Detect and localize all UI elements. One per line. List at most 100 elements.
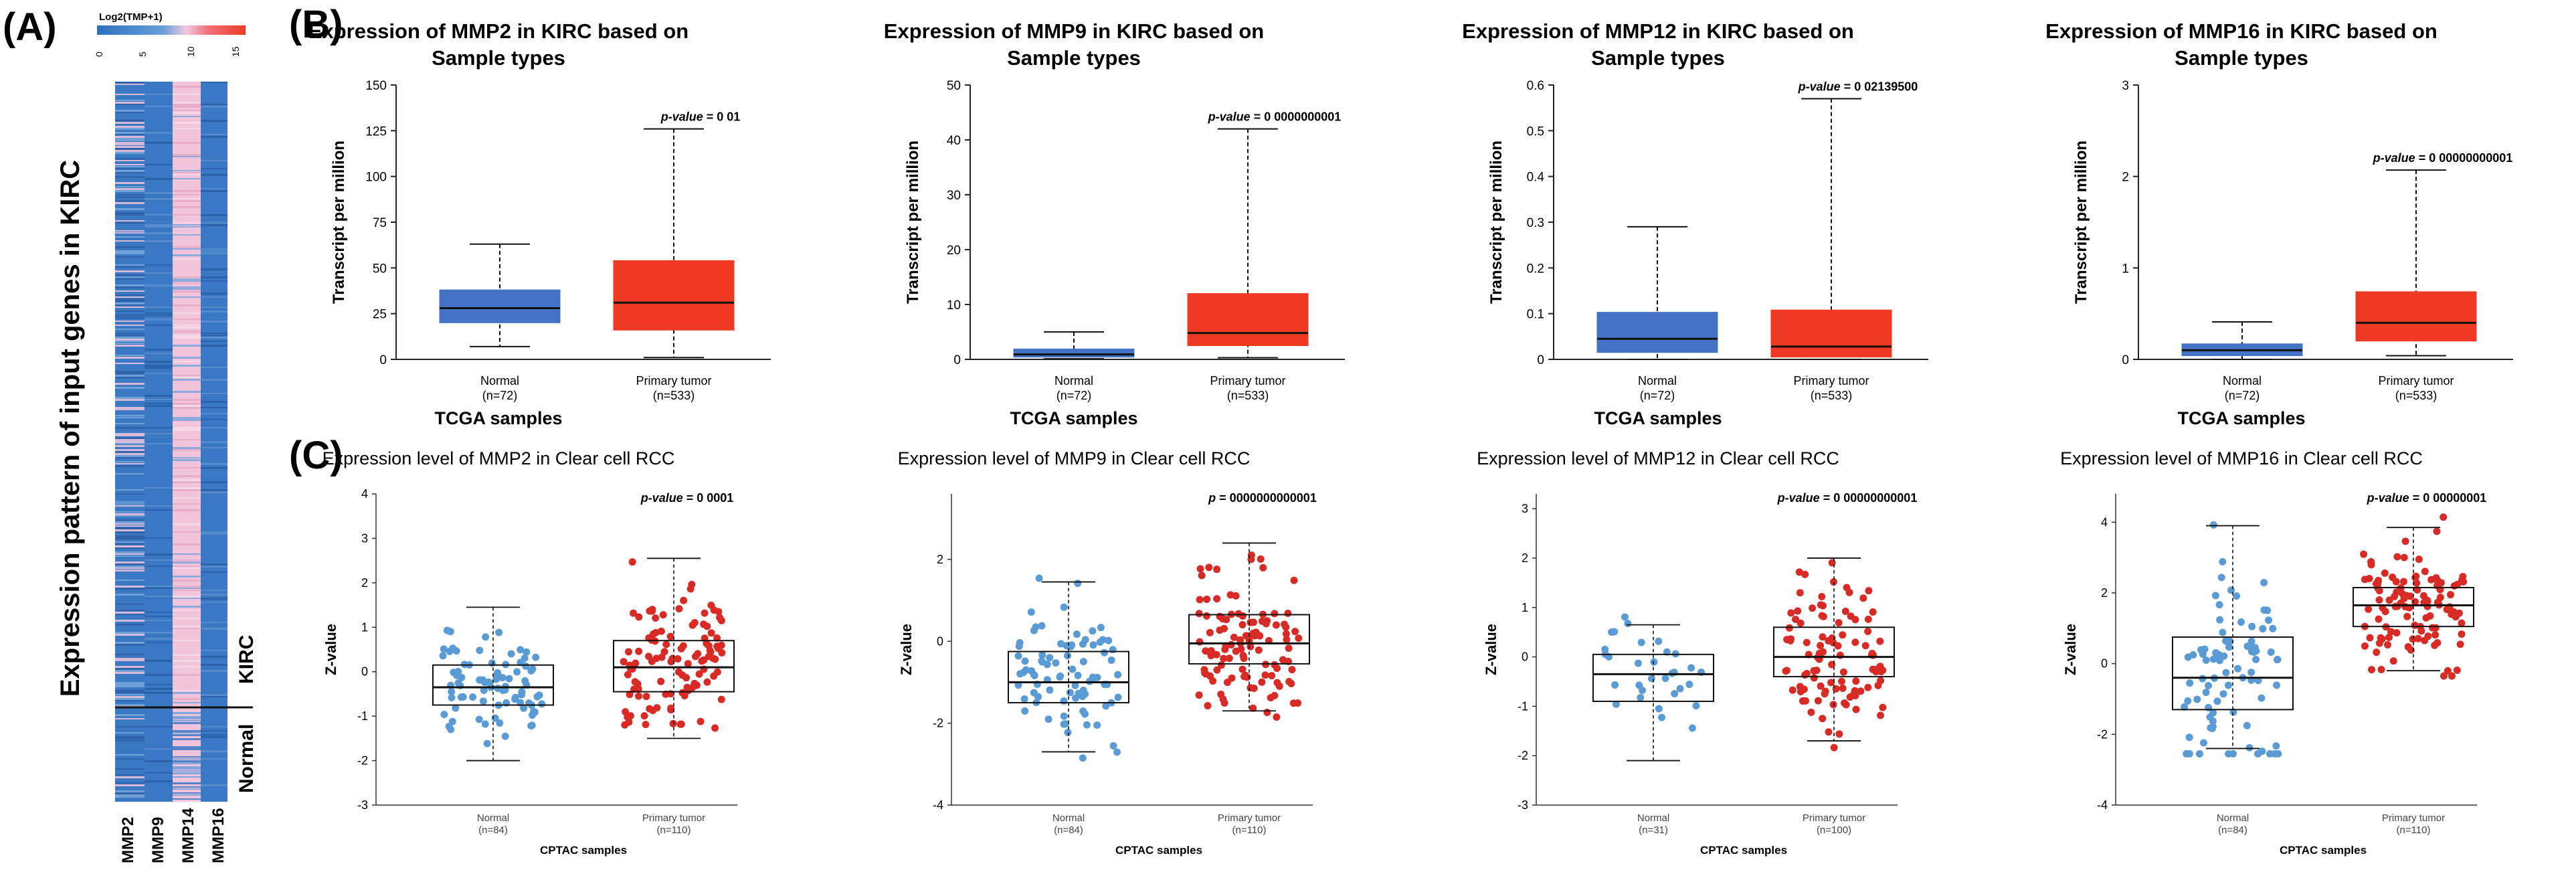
data-point-normal bbox=[531, 708, 539, 716]
data-point-normal bbox=[476, 646, 484, 655]
heatmap-stripe bbox=[115, 614, 145, 615]
heatmap-stripe bbox=[173, 760, 201, 762]
heatmap-stripe bbox=[201, 736, 227, 738]
heatmap-stripe bbox=[173, 102, 201, 104]
data-point-normal bbox=[2274, 656, 2282, 664]
data-point-normal bbox=[2224, 681, 2232, 689]
data-point-normal bbox=[1685, 681, 1693, 689]
data-point-tumor bbox=[705, 652, 713, 661]
data-point-tumor bbox=[1785, 624, 1793, 632]
heatmap-stripe bbox=[115, 236, 145, 238]
data-point-tumor bbox=[1205, 563, 1213, 572]
data-point-normal bbox=[1032, 623, 1040, 631]
heatmap-stripe bbox=[115, 335, 145, 336]
data-point-normal bbox=[1021, 707, 1029, 715]
heatmap-stripe bbox=[201, 168, 227, 169]
data-point-normal bbox=[2259, 625, 2267, 633]
data-point-tumor bbox=[634, 680, 642, 688]
heatmap-stripe bbox=[145, 509, 173, 511]
data-point-tumor bbox=[628, 558, 636, 566]
y-tick-label: 25 bbox=[373, 308, 387, 322]
data-point-normal bbox=[1020, 695, 1028, 703]
category-count: (n=72) bbox=[482, 389, 518, 402]
heatmap-stripe bbox=[173, 449, 201, 451]
category-count: (n=72) bbox=[1640, 389, 1675, 402]
heatmap-stripe bbox=[173, 248, 201, 250]
heatmap-stripe bbox=[173, 596, 201, 598]
heatmap-stripe bbox=[115, 493, 145, 495]
heatmap-stripe bbox=[115, 726, 145, 727]
box-outline bbox=[1592, 653, 1714, 703]
heatmap-stripe bbox=[115, 286, 145, 288]
panel-label-a: (A) bbox=[3, 5, 57, 49]
data-point-tumor bbox=[2389, 657, 2397, 665]
data-point-tumor bbox=[1268, 672, 1276, 680]
data-point-tumor bbox=[1250, 684, 1258, 692]
heatmap-stripe bbox=[201, 401, 227, 403]
heatmap-stripe bbox=[115, 128, 145, 130]
heatmap-legend-title: Log2(TMP+1) bbox=[99, 11, 163, 23]
data-point-normal bbox=[2267, 648, 2275, 656]
data-point-tumor bbox=[1225, 655, 1233, 663]
heatmap-stripe bbox=[201, 190, 227, 192]
box-chart-c-3: Expression level of MMP12 in Clear cell … bbox=[1477, 448, 1917, 857]
heatmap-stripe bbox=[145, 559, 173, 561]
heatmap-stripe bbox=[115, 188, 145, 190]
data-point-normal bbox=[2199, 739, 2207, 747]
data-point-tumor bbox=[1261, 671, 1269, 679]
data-point-normal bbox=[2184, 697, 2192, 705]
data-point-normal bbox=[2219, 690, 2227, 698]
data-point-tumor bbox=[648, 607, 656, 615]
data-point-normal bbox=[1105, 636, 1113, 644]
heatmap-stripe bbox=[173, 258, 201, 260]
y-axis-label: Transcript per million bbox=[330, 141, 348, 304]
heatmap-stripe bbox=[145, 240, 173, 242]
data-point-tumor bbox=[2393, 553, 2401, 561]
data-point-tumor bbox=[630, 609, 638, 617]
heatmap-stripe bbox=[173, 762, 201, 764]
heatmap-stripe bbox=[115, 341, 145, 342]
data-point-tumor bbox=[2450, 608, 2458, 616]
heatmap-stripe bbox=[145, 106, 173, 107]
heatmap-stripe bbox=[173, 746, 201, 748]
heatmap-stripe bbox=[115, 377, 145, 378]
heatmap-stripe bbox=[115, 586, 145, 588]
heatmap-stripe bbox=[201, 664, 227, 666]
y-tick-label: -4 bbox=[2097, 798, 2108, 812]
p-value-text: = 0 02139500 bbox=[1841, 80, 1918, 94]
heatmap-stripe bbox=[145, 565, 173, 567]
heatmap-stripe bbox=[115, 355, 145, 356]
data-point-normal bbox=[482, 633, 490, 641]
data-point-tumor bbox=[1834, 642, 1842, 650]
category-label: Primary tumor bbox=[2382, 812, 2445, 824]
heatmap-stripe bbox=[115, 620, 145, 622]
data-point-tumor bbox=[674, 668, 682, 676]
data-point-normal bbox=[1060, 697, 1068, 705]
heatmap-stripe bbox=[145, 365, 173, 367]
heatmap-stripe bbox=[115, 568, 145, 569]
data-point-normal bbox=[440, 711, 448, 719]
heatmap-stripe bbox=[173, 116, 201, 117]
y-tick-label: 75 bbox=[373, 216, 387, 230]
data-point-tumor bbox=[653, 704, 661, 712]
heatmap-stripe bbox=[173, 206, 201, 208]
data-point-normal bbox=[2219, 557, 2227, 565]
data-point-tumor bbox=[1216, 612, 1224, 620]
y-tick-label: 3 bbox=[361, 531, 368, 545]
heatmap-stripe bbox=[201, 379, 227, 381]
heatmap-stripe bbox=[145, 748, 173, 750]
heatmap-col-1 bbox=[145, 82, 173, 802]
heatmap-stripe bbox=[201, 82, 227, 83]
heatmap-stripe bbox=[115, 594, 145, 596]
data-point-normal bbox=[1022, 666, 1030, 674]
heatmap-stripe bbox=[145, 642, 173, 643]
data-point-tumor bbox=[1841, 607, 1849, 615]
heatmap-stripe bbox=[115, 439, 145, 441]
heatmap-stripe bbox=[115, 523, 145, 525]
category-count: (n=533) bbox=[1811, 389, 1853, 402]
heatmap-stripe bbox=[145, 632, 173, 634]
data-point-normal bbox=[2233, 592, 2241, 600]
data-point-tumor bbox=[2440, 513, 2448, 521]
data-point-tumor bbox=[2400, 553, 2408, 561]
heatmap-stripe bbox=[173, 628, 201, 629]
